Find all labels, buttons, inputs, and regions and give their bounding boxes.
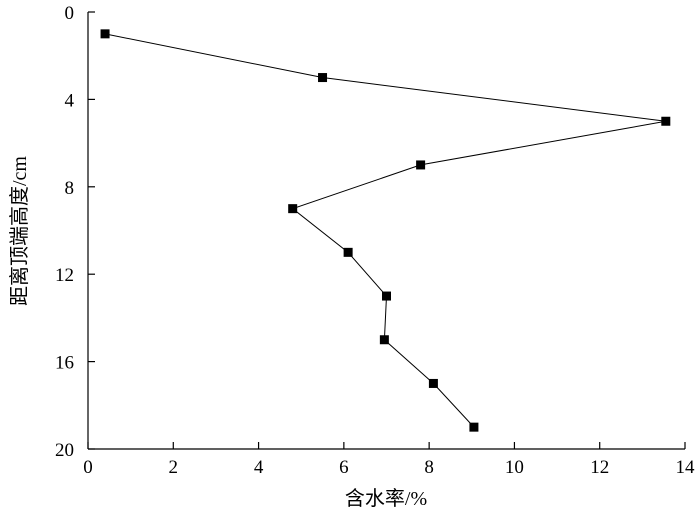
- data-point-marker: [343, 247, 353, 257]
- data-point-marker: [428, 378, 438, 388]
- y-tick-label: 8: [65, 178, 75, 199]
- data-point-marker: [100, 29, 110, 39]
- y-tick-label: 0: [65, 3, 75, 24]
- x-axis-label: 含水率/%: [345, 487, 427, 510]
- series-line: [105, 33, 666, 428]
- data-point-marker: [661, 116, 671, 126]
- y-tick-label: 12: [55, 265, 74, 286]
- y-tick-label: 16: [55, 353, 74, 374]
- ticks: 0 2 4 6 8 10 12 14 0 4 8 12 16 20: [55, 3, 695, 478]
- data-point-marker: [416, 160, 426, 170]
- data-point-marker: [288, 204, 298, 214]
- x-tick-label: 14: [676, 457, 696, 478]
- data-point-marker: [318, 73, 328, 83]
- axes: [87, 12, 685, 450]
- y-axis-label: 距离顶端高度/cm: [8, 156, 31, 306]
- y-tick-label: 20: [55, 440, 74, 461]
- y-tick-label: 4: [65, 90, 75, 111]
- data-point-marker: [382, 291, 391, 301]
- x-tick-label: 6: [339, 457, 349, 478]
- x-tick-label: 8: [424, 457, 434, 478]
- x-tick-label: 4: [254, 457, 264, 478]
- x-tick-label: 2: [169, 457, 179, 478]
- data-point-marker: [379, 335, 389, 345]
- data-series: [100, 29, 671, 432]
- x-tick-label: 0: [83, 457, 93, 478]
- data-point-marker: [469, 422, 479, 432]
- x-tick-label: 10: [505, 457, 524, 478]
- x-tick-label: 12: [590, 457, 609, 478]
